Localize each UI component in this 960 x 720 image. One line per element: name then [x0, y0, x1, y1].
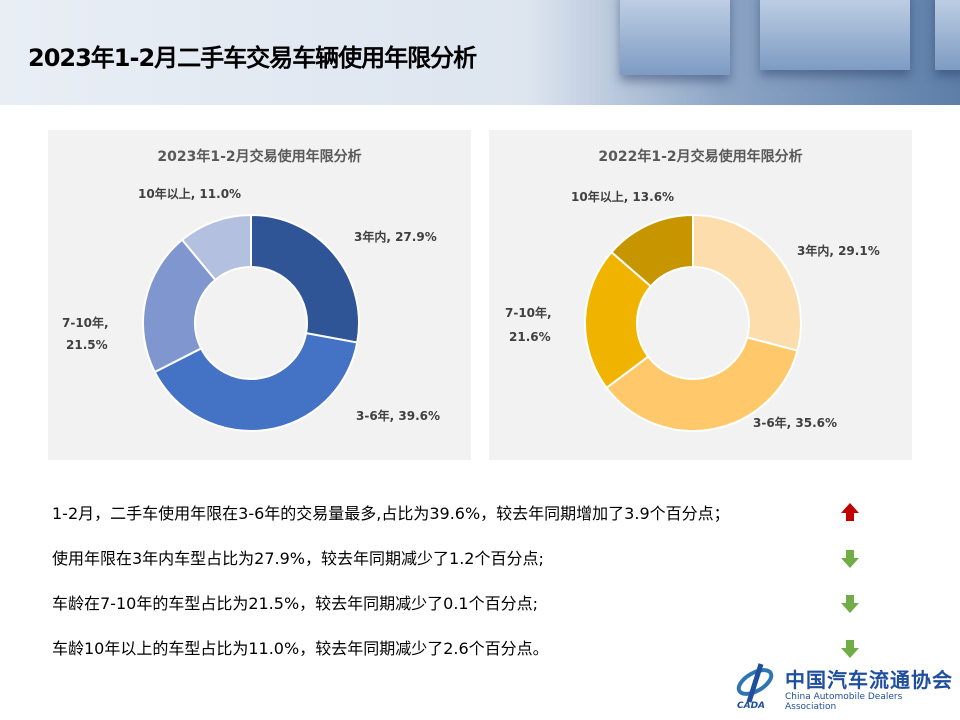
donut-slice-10年以上	[610, 213, 694, 288]
data-label: 3-6年, 39.6%	[356, 409, 441, 423]
chart-panel-2023: 2023年1-2月交易使用年限分析 3年内, 27.9% 3-6年, 39.6%…	[48, 130, 471, 460]
chart-title: 2022年1-2月交易使用年限分析	[598, 149, 803, 165]
logo-english-name: China Automobile Dealers Association	[785, 692, 903, 712]
chart-title: 2023年1-2月交易使用年限分析	[157, 149, 362, 165]
data-label: 3-6年, 35.6%	[753, 416, 838, 430]
logo-chinese-name: 中国汽车流通协会	[785, 668, 953, 692]
header-banner	[0, 0, 960, 105]
note-under-3-years: 使用年限在3年内车型占比为27.9%，较去年同期减少了1.2个百分点;	[52, 549, 544, 568]
donut-slice-3年内	[692, 213, 802, 352]
data-label: 21.5%	[66, 338, 108, 352]
donut-slice-10年以上	[180, 213, 252, 282]
arrow-up-icon	[841, 503, 859, 521]
data-label: 3年内, 27.9%	[354, 230, 437, 244]
note-over-10-years: 车龄10年以上的车型占比为11.0%，较去年同期减少了2.6个百分点。	[52, 639, 549, 658]
donut-slice-3-6年	[153, 331, 359, 432]
donut-slice-3-6年	[605, 336, 799, 432]
decorative-cube	[760, 0, 910, 70]
decorative-cube	[935, 0, 960, 70]
cada-logo: CADA 中国汽车流通协会 China Automobile Dealers A…	[733, 660, 953, 712]
data-label: 21.6%	[509, 330, 551, 344]
donut-chart-2022	[584, 213, 802, 432]
page-title: 2023年1-2月二手车交易车辆使用年限分析	[28, 44, 477, 72]
cada-logo-mark-icon: CADA	[736, 663, 774, 711]
decorative-cube	[620, 0, 730, 75]
arrow-down-icon	[841, 550, 859, 568]
data-label: 10年以上, 13.6%	[571, 190, 675, 204]
data-label: 3年内, 29.1%	[797, 244, 880, 258]
donut-slice-3年内	[250, 213, 360, 344]
chart-panel-2022: 2022年1-2月交易使用年限分析 3年内, 29.1% 3-6年, 35.6%…	[489, 130, 912, 460]
data-label: 7-10年,	[505, 306, 552, 320]
data-label: 7-10年,	[62, 316, 109, 330]
arrow-down-icon	[841, 640, 859, 658]
arrow-down-icon	[841, 595, 859, 613]
svg-text:CADA: CADA	[737, 701, 765, 710]
note-7-10-years: 车龄在7-10年的车型占比为21.5%，较去年同期减少了0.1个百分点;	[52, 594, 538, 613]
donut-chart-2023	[142, 213, 360, 432]
note-3-6-years: 1-2月，二手车使用年限在3-6年的交易量最多,占比为39.6%，较去年同期增加…	[52, 504, 730, 523]
data-label: 10年以上, 11.0%	[138, 187, 242, 201]
